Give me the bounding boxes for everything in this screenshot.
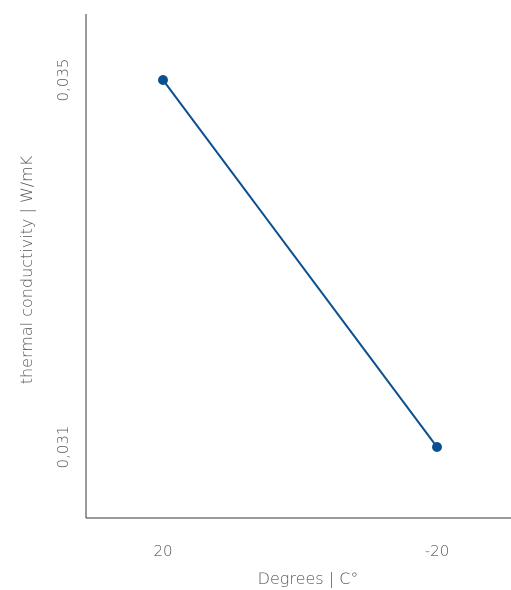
data-point-2 (432, 442, 442, 452)
x-axis-title: Degrees | C° (258, 569, 359, 588)
y-axis-title: thermal conductivity | W/mK (17, 155, 36, 384)
series-line (162, 79, 438, 448)
y-tick-labels: 0,035 0,031 (54, 59, 72, 469)
series-layer (158, 75, 442, 452)
y-tick-label: 0,031 (54, 426, 72, 469)
x-tick-label: 20 (153, 542, 172, 560)
x-tick-label: -20 (425, 542, 450, 560)
y-tick-label: 0,035 (54, 59, 72, 102)
data-point-1 (158, 75, 168, 85)
x-tick-labels: 20 -20 (153, 542, 449, 560)
